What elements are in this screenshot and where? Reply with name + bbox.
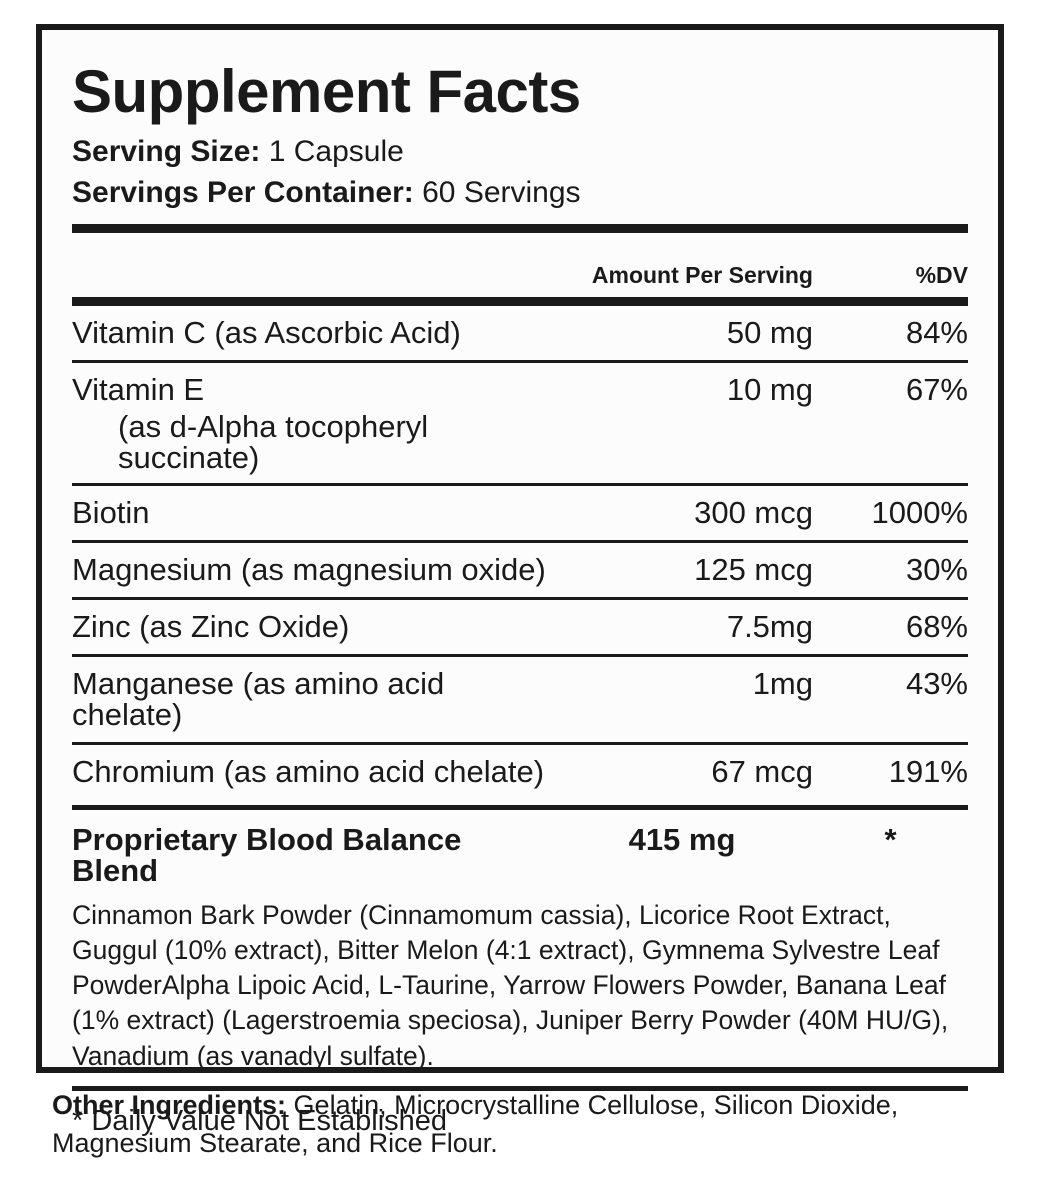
- nutrient-dv: 67%: [905, 371, 968, 407]
- other-ingredients-label: Other Ingredients:: [52, 1090, 287, 1120]
- row-divider: [72, 596, 968, 600]
- blend-dv-asterisk: *: [884, 821, 897, 857]
- column-header-divider-thick: [72, 296, 968, 306]
- blend-ingredients: Cinnamon Bark Powder (Cinnamomum cassia)…: [72, 899, 949, 1071]
- table-row: Vitamin E (as d-Alpha tocopheryl succina…: [72, 363, 968, 483]
- nutrient-name: Vitamin C (as Ascorbic Acid): [72, 314, 461, 350]
- blend-amount: 415 mg: [628, 821, 736, 857]
- table-row: Vitamin C (as Ascorbic Acid) 50 mg 84%: [72, 306, 968, 360]
- nutrient-name: Manganese (as amino acid chelate): [72, 665, 445, 732]
- other-ingredients-value: Gelatin, Microcrystalline Cellulose, Sil…: [52, 1090, 899, 1159]
- daily-value-footnote: * Daily Value Not Established: [72, 1104, 448, 1137]
- nutrient-amount: 300 mcg: [694, 494, 813, 530]
- footnote-divider-med: [72, 1085, 968, 1091]
- serving-size-line: Serving Size: 1 Capsule: [72, 132, 968, 173]
- table-row: Biotin 300 mcg 1000%: [72, 486, 968, 540]
- supplement-facts-panel: Supplement Facts Serving Size: 1 Capsule…: [36, 24, 1004, 1135]
- nutrient-dv: 191%: [888, 753, 968, 789]
- blend-name: Proprietary Blood Balance Blend: [72, 821, 462, 888]
- row-divider: [72, 359, 968, 363]
- table-row: Manganese (as amino acid chelate) 1mg 43…: [72, 657, 968, 742]
- row-divider: [72, 741, 968, 745]
- nutrient-amount: 10 mg: [726, 371, 813, 407]
- nutrient-dv: 43%: [905, 665, 968, 701]
- column-header-amount: Amount Per Serving: [591, 261, 813, 288]
- column-header-dv: %DV: [915, 261, 968, 288]
- blend-divider-med: [72, 804, 968, 810]
- nutrient-amount: 125 mcg: [694, 551, 813, 587]
- table-row: Zinc (as Zinc Oxide) 7.5mg 68%: [72, 600, 968, 654]
- nutrient-name: Zinc (as Zinc Oxide): [72, 608, 350, 644]
- nutrient-dv: 84%: [905, 314, 968, 350]
- blend-header-row: Proprietary Blood Balance Blend 415 mg *: [72, 810, 968, 896]
- table-row: Magnesium (as magnesium oxide) 125 mcg 3…: [72, 543, 968, 597]
- row-divider: [72, 482, 968, 486]
- table-row: Chromium (as amino acid chelate) 67 mcg …: [72, 745, 968, 799]
- nutrient-amount: 1mg: [752, 665, 813, 701]
- nutrient-name: Chromium (as amino acid chelate): [72, 753, 545, 789]
- nutrient-name: Magnesium (as magnesium oxide): [72, 551, 546, 587]
- row-divider: [72, 653, 968, 657]
- other-ingredients: Other Ingredients: Gelatin, Microcrystal…: [52, 1086, 1012, 1163]
- servings-per-container-value: 60 Servings: [422, 175, 581, 209]
- servings-per-container-label: Servings Per Container:: [72, 175, 414, 209]
- serving-size-value: 1 Capsule: [268, 135, 404, 168]
- nutrient-amount: 7.5mg: [726, 608, 813, 644]
- page-title: Supplement Facts: [72, 58, 581, 125]
- header-divider-thick: [72, 223, 968, 233]
- column-header-row: Amount Per Serving %DV: [72, 233, 968, 297]
- nutrient-amount: 67 mcg: [711, 753, 813, 789]
- nutrient-dv: 1000%: [871, 494, 968, 530]
- nutrient-name-block: Vitamin E (as d-Alpha tocopheryl succina…: [72, 374, 551, 473]
- nutrient-name: Biotin: [72, 494, 150, 530]
- nutrient-name-sub: (as d-Alpha tocopheryl succinate): [118, 408, 429, 475]
- serving-size-label: Serving Size:: [72, 135, 261, 168]
- nutrient-name: Vitamin E: [72, 371, 205, 407]
- row-divider: [72, 539, 968, 543]
- nutrient-dv: 30%: [905, 551, 968, 587]
- nutrient-dv: 68%: [905, 608, 968, 644]
- nutrient-amount: 50 mg: [726, 314, 813, 350]
- servings-per-container-line: Servings Per Container: 60 Servings: [72, 173, 968, 214]
